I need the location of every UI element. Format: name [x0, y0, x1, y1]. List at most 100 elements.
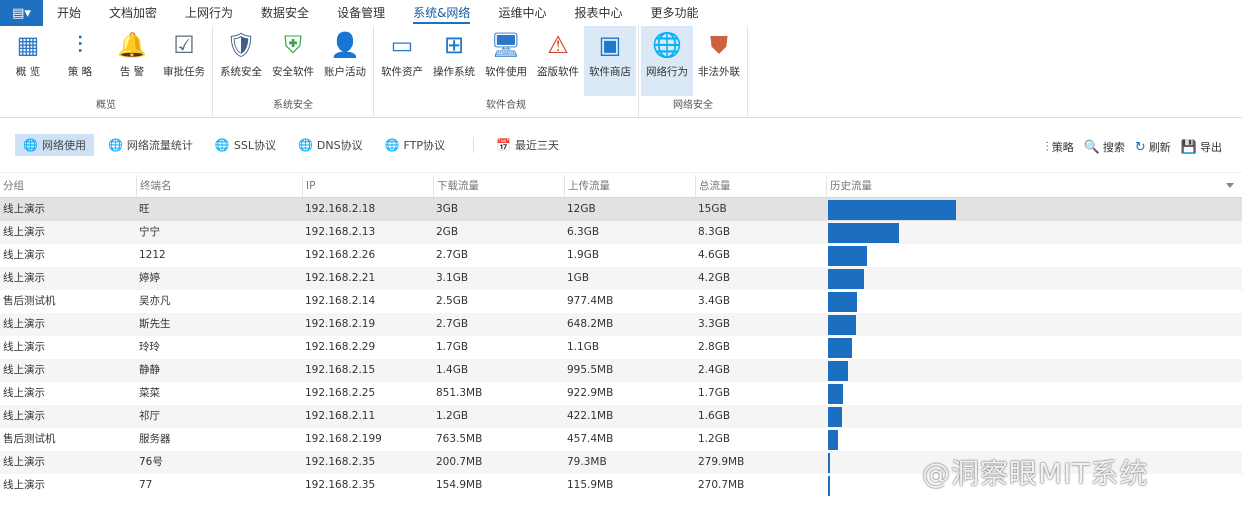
- ribbon-button-2-4[interactable]: ▣ 软件商店: [584, 26, 636, 96]
- column-header-5[interactable]: 总流量: [695, 175, 826, 198]
- tool-label: 刷新: [1148, 141, 1171, 154]
- subtab-2[interactable]: 🌐 SSL协议: [207, 134, 284, 156]
- tool-button-0[interactable]: ⫶ 策略: [1045, 139, 1073, 155]
- tool-label: 导出: [1200, 141, 1222, 154]
- ribbon-button-label: 软件资产: [381, 66, 423, 78]
- subtab-0[interactable]: 🌐 网络使用: [15, 134, 94, 156]
- table-row[interactable]: 售后测试机 服务器 192.168.2.199 763.5MB 457.4MB 1.2GB: [0, 428, 1242, 451]
- cell-total: 2.4GB: [698, 364, 731, 376]
- date-filter-button[interactable]: 📅 最近三天: [488, 134, 567, 156]
- ribbon-group-items: 🌐 网络行为 ⛊ 非法外联: [641, 26, 745, 96]
- table-row[interactable]: 售后测试机 吴亦凡 192.168.2.14 2.5GB 977.4MB 3.4GB: [0, 290, 1242, 313]
- cell-total: 3.4GB: [698, 295, 731, 307]
- history-traffic-bar: [828, 338, 852, 358]
- cell-upload: 79.3MB: [567, 456, 607, 468]
- cell-upload: 1.1GB: [567, 341, 600, 353]
- table-row[interactable]: 线上演示 静静 192.168.2.15 1.4GB 995.5MB 2.4GB: [0, 359, 1242, 382]
- menu-tab-0[interactable]: 开始: [57, 6, 82, 20]
- ribbon-button-2-3[interactable]: ⚠ 盗版软件: [532, 26, 584, 96]
- cell-total: 2.8GB: [698, 341, 731, 353]
- ribbon-button-0-3[interactable]: ☑ 审批任务: [158, 26, 210, 96]
- cell-upload: 422.1MB: [567, 410, 614, 422]
- table-row[interactable]: 线上演示 旺 192.168.2.18 3GB 12GB 15GB: [0, 198, 1242, 221]
- subtab-3[interactable]: 🌐 DNS协议: [290, 134, 371, 156]
- export-icon: 💾: [1180, 139, 1197, 155]
- menu-tab-5[interactable]: 系统&网络: [399, 0, 484, 26]
- table-row[interactable]: 线上演示 玲玲 192.168.2.29 1.7GB 1.1GB 2.8GB: [0, 336, 1242, 359]
- cell-terminal: 1212: [139, 249, 166, 261]
- subtab-label: FTP协议: [403, 139, 446, 152]
- warning-window-icon: ⚠: [547, 31, 569, 59]
- ribbon-button-label: 非法外联: [698, 66, 740, 78]
- menu-tab-7[interactable]: 报表中心: [574, 6, 623, 20]
- table-row[interactable]: 线上演示 婷婷 192.168.2.21 3.1GB 1GB 4.2GB: [0, 267, 1242, 290]
- subtab-1[interactable]: 🌐 网络流量统计: [100, 134, 201, 156]
- right-tools: ⫶ 策略 🔍 搜索 ↻ 刷新 💾 导出: [1035, 139, 1222, 155]
- table-row[interactable]: 线上演示 77 192.168.2.35 154.9MB 115.9MB 270.7MB: [0, 474, 1242, 497]
- cell-download: 3GB: [436, 203, 459, 215]
- ribbon-button-2-0[interactable]: ▭ 软件资产: [376, 26, 428, 96]
- cell-ip: 192.168.2.29: [305, 341, 376, 353]
- tool-label: 搜索: [1102, 141, 1125, 154]
- ribbon-button-1-2[interactable]: 👤 账户活动: [319, 26, 371, 96]
- cell-total: 8.3GB: [698, 226, 731, 238]
- column-header-0[interactable]: 分组: [3, 180, 24, 192]
- cell-ip: 192.168.2.15: [305, 364, 376, 376]
- sliders-icon: ⫶: [77, 31, 83, 59]
- cell-group: 线上演示: [3, 456, 45, 468]
- cell-terminal: 76号: [139, 456, 163, 468]
- table-row[interactable]: 线上演示 斯先生 192.168.2.19 2.7GB 648.2MB 3.3GB: [0, 313, 1242, 336]
- ribbon-button-1-1[interactable]: ⛨ 安全软件: [267, 26, 319, 96]
- menu-tab-3[interactable]: 数据安全: [261, 6, 310, 20]
- column-header-2[interactable]: IP: [302, 175, 433, 198]
- table-row[interactable]: 线上演示 菜菜 192.168.2.25 851.3MB 922.9MB 1.7GB: [0, 382, 1242, 405]
- column-dropdown-icon[interactable]: [1226, 183, 1234, 188]
- cell-total: 3.3GB: [698, 318, 731, 330]
- cell-download: 2.7GB: [436, 318, 469, 330]
- cell-terminal: 斯先生: [139, 318, 171, 330]
- app-menu-button[interactable]: ▤▾: [0, 0, 43, 26]
- ribbon-button-1-0[interactable]: 🛡 系统安全: [215, 26, 267, 96]
- tool-button-3[interactable]: 💾 导出: [1181, 139, 1222, 155]
- column-header-3[interactable]: 下载流量: [433, 175, 564, 198]
- column-header-4[interactable]: 上传流量: [564, 175, 695, 198]
- ribbon-button-label: 系统安全: [220, 66, 262, 78]
- tool-button-2[interactable]: ↻ 刷新: [1135, 139, 1171, 155]
- cell-download: 763.5MB: [436, 433, 483, 445]
- ribbon-button-3-0[interactable]: 🌐 网络行为: [641, 26, 693, 96]
- sub-toolbar: 🌐 网络使用 🌐 网络流量统计 🌐 SSL协议 🌐 DNS协议 🌐 FTP协议 📅 最近三天: [0, 118, 1242, 173]
- ribbon-button-2-2[interactable]: 🖥 软件使用: [480, 26, 532, 96]
- cell-ip: 192.168.2.13: [305, 226, 376, 238]
- globe-chart-icon: 🌐: [107, 138, 123, 152]
- tool-button-1[interactable]: 🔍 搜索: [1084, 139, 1125, 155]
- refresh-icon: ↻: [1134, 139, 1146, 155]
- cell-upload: 1GB: [567, 272, 590, 284]
- menu-tab-8[interactable]: 更多功能: [650, 6, 699, 20]
- search-icon: 🔍: [1083, 139, 1100, 155]
- ribbon-button-2-1[interactable]: ⊞ 操作系统: [428, 26, 480, 96]
- cell-terminal: 菜菜: [139, 387, 160, 399]
- ribbon-button-label: 账户活动: [324, 66, 366, 78]
- menu-tab-4[interactable]: 设备管理: [337, 6, 386, 20]
- table-row[interactable]: 线上演示 祁厅 192.168.2.11 1.2GB 422.1MB 1.6GB: [0, 405, 1242, 428]
- menu-tab-6[interactable]: 运维中心: [498, 6, 547, 20]
- column-header-6[interactable]: 历史流量: [826, 175, 1242, 198]
- ribbon-button-0-2[interactable]: 🔔 告 警: [106, 26, 158, 96]
- table-row[interactable]: 线上演示 76号 192.168.2.35 200.7MB 79.3MB 279.9MB: [0, 451, 1242, 474]
- menu-tab-2[interactable]: 上网行为: [185, 6, 234, 20]
- cell-download: 1.2GB: [436, 410, 469, 422]
- history-traffic-bar: [828, 453, 830, 473]
- cell-download: 1.4GB: [436, 364, 469, 376]
- ribbon-button-label: 安全软件: [272, 66, 314, 78]
- column-header-1[interactable]: 终端名: [136, 175, 302, 198]
- cell-group: 售后测试机: [3, 433, 56, 445]
- history-traffic-bar: [828, 246, 867, 266]
- subtab-4[interactable]: 🌐 FTP协议: [377, 134, 453, 156]
- table-row[interactable]: 线上演示 宁宁 192.168.2.13 2GB 6.3GB 8.3GB: [0, 221, 1242, 244]
- ribbon-button-3-1[interactable]: ⛊ 非法外联: [693, 26, 745, 96]
- ftp-icon: 🌐: [384, 138, 400, 152]
- ribbon-button-0-0[interactable]: ▦ 概 览: [2, 26, 54, 96]
- table-row[interactable]: 线上演示 1212 192.168.2.26 2.7GB 1.9GB 4.6GB: [0, 244, 1242, 267]
- ribbon-button-0-1[interactable]: ⫶ 策 略: [54, 26, 106, 96]
- menu-tab-1[interactable]: 文档加密: [109, 6, 158, 20]
